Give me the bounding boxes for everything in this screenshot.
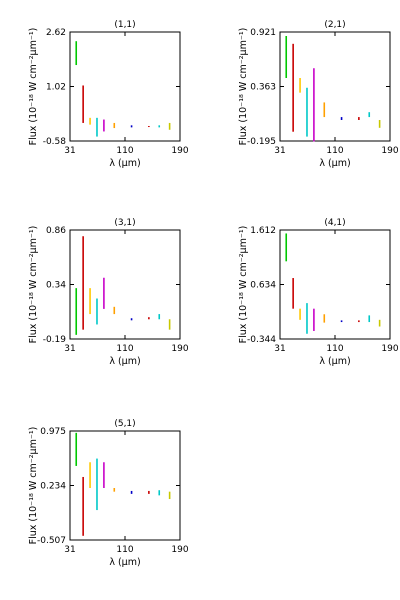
x-tick-label: 190 [171,545,188,555]
y-tick-label: -0.58 [43,137,67,147]
x-axis-label: λ (μm) [109,158,140,169]
y-tick-label: -0.195 [247,137,276,147]
plot-frame [279,31,391,142]
x-tick-label: 110 [326,344,343,354]
panel-title: (2,1) [324,20,345,30]
x-tick-label: 31 [64,344,75,354]
y-tick-label: 0.234 [40,482,66,492]
panel-5: (5,1) 31 110 190 λ (μm) 0.975 0.234 -0.507Flux … [28,419,189,568]
x-tick-label: 31 [274,146,285,156]
plot-frame [69,31,181,142]
x-axis-label: λ (μm) [319,158,350,169]
x-tick-label: 190 [381,344,398,354]
x-tick-label: 31 [64,146,75,156]
panel-1: (1,1) 31 110 190 λ (μm) 2.62 1.02 -0.58 Flux (10… [28,20,189,169]
y-axis-label: Flux (10⁻¹⁸ W cm⁻²μm⁻¹) [28,427,39,545]
x-tick-label: 110 [116,344,133,354]
y-tick-label: -0.507 [37,536,66,546]
panel-3: (3,1) 31 110 190 λ (μm) 0.86 0.34 -0.19 Flux (10… [28,218,189,367]
y-tick-label: -0.344 [247,335,276,345]
y-tick-label: 1.02 [46,83,66,93]
y-axis-label: Flux (10⁻¹⁸ W cm⁻²μm⁻¹) [238,28,249,146]
panel-4: (4,1) 31 110 190 λ (μm) 1.612 0.634 -0.344Flux … [238,218,399,367]
x-tick-label: 31 [64,545,75,555]
panel-title: (1,1) [114,20,135,30]
y-tick-label: -0.19 [43,335,67,345]
panel-title: (5,1) [114,419,135,429]
plot-frame [279,229,391,340]
y-axis-label: Flux (10⁻¹⁸ W cm⁻²μm⁻¹) [238,226,249,344]
x-tick-label: 190 [171,344,188,354]
y-tick-label: 1.612 [250,226,276,236]
panel-2: (2,1) 31 110 190 λ (μm) 0.921 0.363 -0.195Flux … [238,20,399,169]
y-axis-label: Flux (10⁻¹⁸ W cm⁻²μm⁻¹) [28,226,39,344]
x-tick-label: 110 [116,146,133,156]
y-tick-label: 0.921 [250,28,276,38]
x-tick-label: 110 [326,146,343,156]
y-tick-label: 2.62 [46,28,66,38]
plot-frame [69,229,181,340]
x-axis-label: λ (μm) [109,557,140,568]
x-tick-label: 110 [116,545,133,555]
panel-title: (3,1) [114,218,135,228]
y-tick-label: 0.34 [46,281,66,291]
panel-title: (4,1) [324,218,345,228]
x-tick-label: 190 [381,146,398,156]
y-tick-label: 0.975 [40,427,66,437]
x-axis-label: λ (μm) [319,356,350,367]
y-tick-label: 0.86 [46,226,66,236]
y-axis-label: Flux (10⁻¹⁸ W cm⁻²μm⁻¹) [28,28,39,146]
x-axis-label: λ (μm) [109,356,140,367]
x-tick-label: 190 [171,146,188,156]
y-tick-label: 0.634 [250,281,276,291]
plot-frame [69,430,181,541]
y-tick-label: 0.363 [250,83,276,93]
x-tick-label: 31 [274,344,285,354]
